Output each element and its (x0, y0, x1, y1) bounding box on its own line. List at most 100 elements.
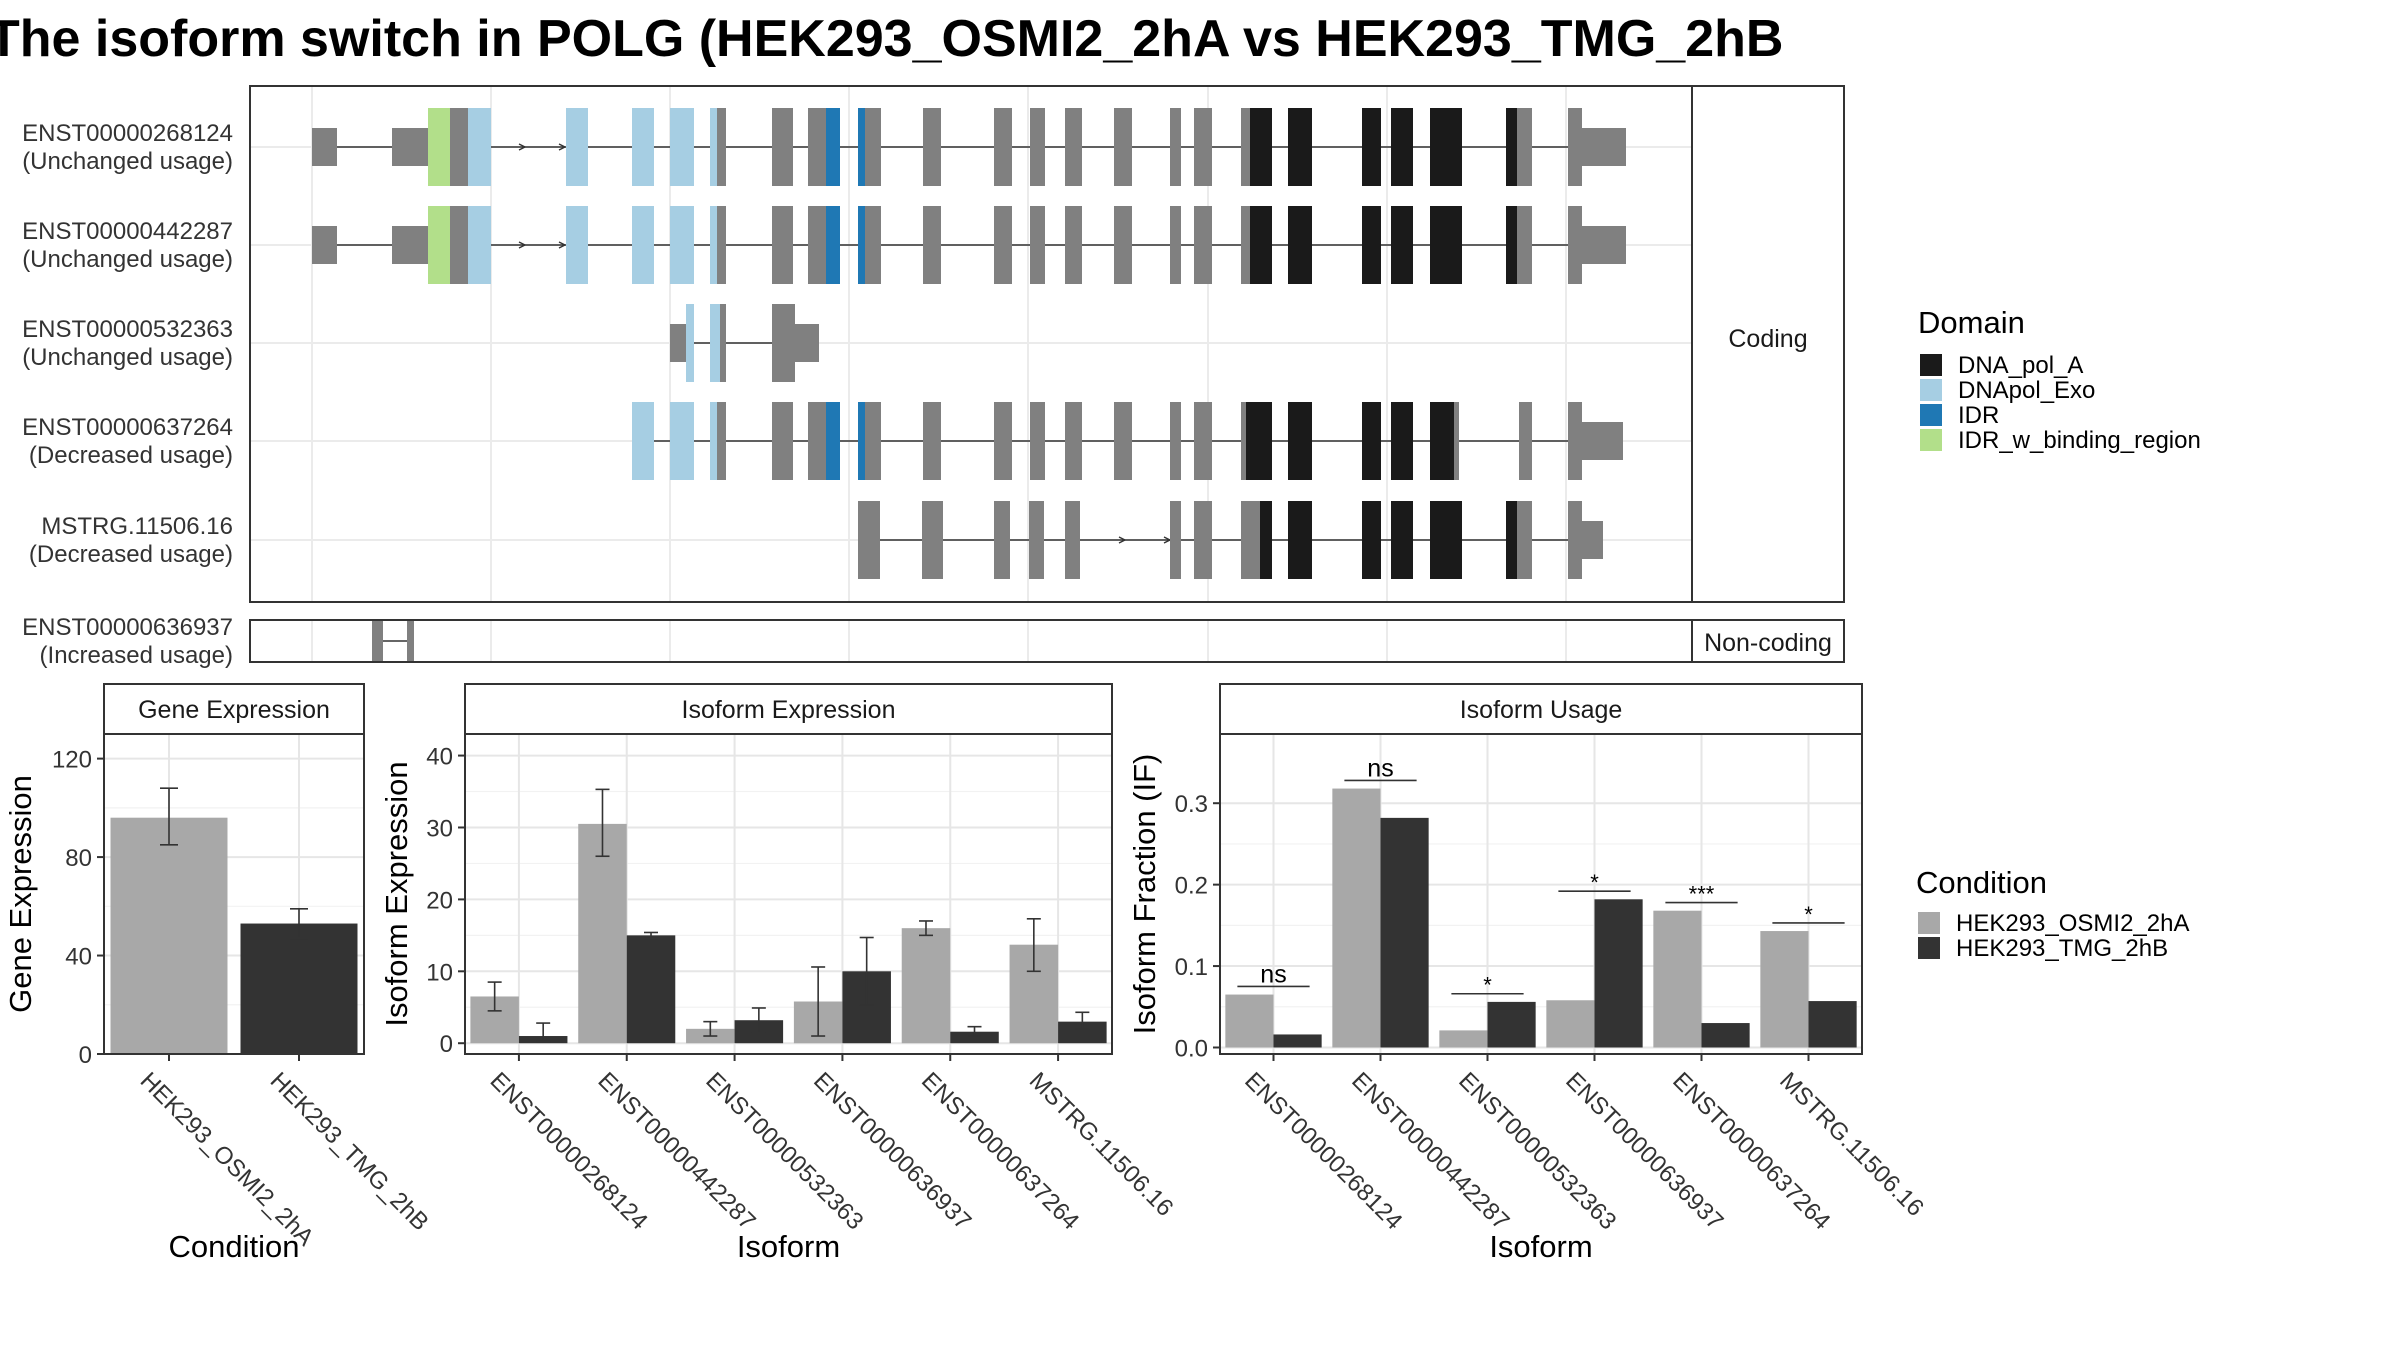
exon (1114, 402, 1132, 480)
isoform-usage-chart: Isoform Usage0.00.10.20.3nsENST000002681… (1127, 683, 1929, 1264)
exon (1519, 402, 1532, 480)
domain-exon (710, 108, 717, 186)
domain-legend: Domain DNA_pol_ADNApol_ExoIDRIDR_w_bindin… (1918, 305, 2201, 454)
bar (1225, 994, 1274, 1048)
y-tick-label: 0.1 (1175, 954, 1208, 981)
exon (1568, 108, 1582, 186)
domain-exon (858, 206, 865, 284)
y-tick-label: 80 (65, 845, 92, 872)
utr-exon (312, 128, 337, 166)
y-tick-label: 40 (65, 944, 92, 971)
exon (717, 402, 726, 480)
utr-exon (312, 226, 337, 264)
noncoding-strip-label: Non-coding (1704, 629, 1832, 657)
bar (1653, 910, 1702, 1048)
domain-exon (710, 402, 717, 480)
domain-exon (858, 108, 865, 186)
exon (720, 304, 726, 382)
gene-expression-chart: Gene Expression04080120HEK293_OSMI2_2hAH… (3, 683, 434, 1264)
exon (1065, 108, 1082, 186)
domain-exon (686, 304, 694, 382)
bar (1546, 1000, 1595, 1048)
transcript-id-label: ENST00000636937 (22, 614, 233, 641)
domain-exon (1246, 402, 1272, 480)
x-axis-title: Condition (169, 1229, 300, 1264)
exon (717, 206, 726, 284)
utr-exon (1582, 521, 1603, 559)
bar (1380, 817, 1429, 1048)
y-tick-label: 0.3 (1175, 791, 1208, 818)
exon (1517, 501, 1532, 579)
domain-exon (566, 108, 588, 186)
domain-exon (1288, 402, 1312, 480)
domain-legend-label: DNA_pol_A (1958, 352, 2083, 379)
transcript-usage-label: (Unchanged usage) (22, 344, 233, 371)
domain-exon (1430, 501, 1462, 579)
figure-title: The isoform switch in POLG (HEK293_OSMI2… (0, 10, 1783, 68)
x-axis-title: Isoform (1489, 1229, 1592, 1264)
exon (1454, 402, 1459, 480)
domain-exon (1506, 108, 1517, 186)
significance-label: *** (1689, 882, 1715, 907)
exon (450, 206, 468, 284)
transcript-id-label: ENST00000532363 (22, 316, 233, 343)
noncoding-exon (407, 620, 414, 662)
exon (923, 108, 941, 186)
domain-legend-key (1920, 404, 1942, 426)
domain-exon (1288, 206, 1312, 284)
y-tick-label: 0.2 (1175, 873, 1208, 900)
y-axis-title: Gene Expression (3, 775, 38, 1013)
y-tick-label: 0.0 (1175, 1035, 1208, 1062)
condition-legend-label: HEK293_TMG_2hB (1956, 935, 2168, 962)
domain-exon (826, 108, 840, 186)
exon (772, 206, 793, 284)
bar (1058, 1021, 1107, 1044)
plot-area (465, 734, 1112, 1054)
exon (772, 402, 793, 480)
transcript-id-label: ENST00000637264 (22, 414, 233, 441)
domain-exon (1288, 501, 1312, 579)
significance-label: ns (1260, 960, 1286, 988)
transcript-usage-label: (Unchanged usage) (22, 148, 233, 175)
exon (1170, 206, 1181, 284)
bar (1439, 1030, 1488, 1048)
bar (901, 928, 951, 1044)
exon (1194, 108, 1212, 186)
plot-border (103, 733, 365, 1055)
domain-exon (428, 206, 450, 284)
exon (923, 206, 941, 284)
direction-arrow (558, 241, 567, 249)
transcript-structure-panel (249, 85, 1845, 663)
domain-exon (1430, 206, 1462, 284)
exon (1030, 108, 1045, 186)
domain-exon (1430, 108, 1462, 186)
exon (865, 108, 881, 186)
utr-exon (795, 324, 819, 362)
utr-exon (1582, 422, 1623, 460)
transcript-labels: ENST00000268124(Unchanged usage)ENST0000… (22, 120, 233, 669)
domain-exon (826, 206, 840, 284)
direction-arrow (1118, 536, 1127, 544)
domain-legend-label: DNApol_Exo (1958, 377, 2095, 404)
direction-arrow (518, 143, 527, 151)
plot-border (464, 733, 1113, 1055)
exon (1568, 501, 1582, 579)
domain-legend-label: IDR_w_binding_region (1958, 427, 2201, 454)
domain-exon (632, 108, 654, 186)
direction-arrow (518, 241, 527, 249)
domain-exon (428, 108, 450, 186)
domain-exon (566, 206, 588, 284)
isoform-expression-chart: Isoform Expression010203040ENST000002681… (379, 683, 1178, 1264)
domain-exon (1506, 206, 1517, 284)
domain-exon (1506, 501, 1517, 579)
exon (1241, 402, 1250, 480)
domain-exon (670, 206, 694, 284)
exon (1517, 108, 1532, 186)
exon (772, 304, 795, 382)
exon (923, 402, 941, 480)
bar (110, 817, 228, 1054)
exon (450, 108, 468, 186)
exon (1241, 501, 1257, 579)
domain-exon (1362, 501, 1381, 579)
domain-exon (632, 402, 654, 480)
